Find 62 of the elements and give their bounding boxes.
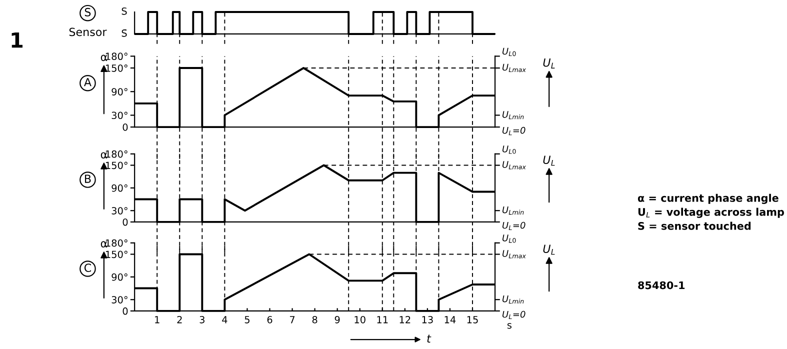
x-tick-label: 5 xyxy=(244,316,250,324)
y-tick-label: 30° xyxy=(112,296,128,304)
x-tick-label: 2 xyxy=(177,316,182,324)
x-tick-label: 4 xyxy=(222,316,228,324)
x-tick-label: 13 xyxy=(422,316,433,324)
x-tick-label: 1 xyxy=(155,316,160,324)
x-tick-label: 12 xyxy=(400,316,410,324)
text: U$_{Lmin}$ xyxy=(502,295,524,304)
text: S̄ xyxy=(122,29,127,37)
x-tick-label: 3 xyxy=(200,316,204,324)
text: U$_{L}$=0 xyxy=(502,126,526,136)
text: 85480-1 xyxy=(638,281,685,290)
y-axis-title: α xyxy=(100,152,108,159)
y-tick-label: 180° xyxy=(106,150,128,158)
y-axis-title: Sensor xyxy=(69,28,107,36)
y2-axis-title: U$_{L}$ xyxy=(543,58,555,68)
text: S xyxy=(122,7,127,15)
x-tick-label: 7 xyxy=(290,316,295,324)
y2-axis-title: U$_{L}$ xyxy=(543,156,555,166)
x-tick-label: 11 xyxy=(377,316,388,324)
y-tick-label: 0 xyxy=(122,124,128,131)
text: U$_{L}$=0 xyxy=(502,310,526,320)
x-tick-label: 9 xyxy=(334,316,340,324)
text: U$_{L0}$ xyxy=(502,48,516,56)
y-tick-label: 180° xyxy=(106,239,128,247)
text: C xyxy=(84,264,91,272)
text: A xyxy=(84,78,92,86)
text: t xyxy=(427,334,432,343)
y-tick-label: 150° xyxy=(106,250,128,258)
y-tick-label: 180° xyxy=(106,52,128,60)
y-tick-label: 150° xyxy=(106,162,128,170)
y-tick-label: 0 xyxy=(122,307,128,315)
text: U$_{Lmax}$ xyxy=(502,161,526,170)
text: U$_{L0}$ xyxy=(502,234,516,243)
y-axis-title: α xyxy=(100,241,108,248)
x-tick-label: 14 xyxy=(444,316,456,324)
y-tick-label: 90° xyxy=(112,273,128,281)
x-tick-label: 15 xyxy=(467,316,478,324)
text: U$_{L}$ = voltage across lamp xyxy=(638,208,784,218)
chart-title: S xyxy=(84,8,91,16)
x-axis-title: s xyxy=(507,323,512,329)
y-tick-label: 90° xyxy=(112,88,128,96)
text: α = current phase angle xyxy=(638,194,778,204)
y-tick-label: 30° xyxy=(112,112,128,120)
text: U$_{Lmin}$ xyxy=(502,111,524,120)
y-tick-label: 90° xyxy=(112,184,128,192)
y-tick-label: 30° xyxy=(112,207,128,214)
text: U$_{Lmax}$ xyxy=(502,64,526,72)
x-tick-label: 10 xyxy=(354,316,366,324)
text: S = sensor touched xyxy=(638,222,751,230)
text: 1 xyxy=(12,32,23,48)
x-tick-label: 6 xyxy=(267,316,272,324)
y-axis-title: α xyxy=(100,54,108,62)
text: U$_{Lmax}$ xyxy=(502,250,526,258)
text: B xyxy=(85,174,91,183)
text: U$_{Lmin}$ xyxy=(502,206,524,215)
y-tick-label: 150° xyxy=(106,64,128,72)
y-tick-label: 0 xyxy=(122,218,128,226)
x-tick-label: 8 xyxy=(312,316,318,324)
y2-axis-title: U$_{L}$ xyxy=(543,244,555,255)
text: U$_{L}$=0 xyxy=(502,222,526,230)
text: U$_{L0}$ xyxy=(502,146,516,154)
